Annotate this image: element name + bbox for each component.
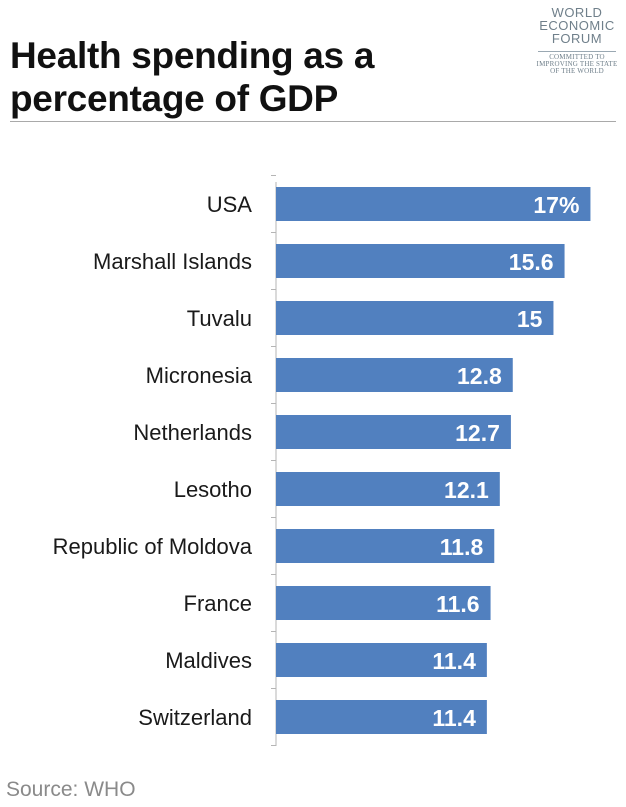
- bar: [276, 415, 511, 449]
- category-label: Micronesia: [146, 363, 253, 388]
- logo-line-economic: ECONOMIC: [539, 18, 615, 33]
- bar: [276, 529, 495, 563]
- header-divider: [10, 121, 616, 122]
- chart-title: Health spending as a percentage of GDP: [10, 35, 375, 119]
- category-label: Switzerland: [138, 705, 252, 730]
- bar: [276, 586, 491, 620]
- logo-rule: [538, 51, 616, 52]
- bar: [276, 301, 554, 335]
- logo-tagline-2: IMPROVING THE STATE: [536, 60, 618, 68]
- logo-tagline-3: OF THE WORLD: [550, 67, 604, 75]
- data-label: 11.4: [432, 648, 476, 674]
- bar: [276, 187, 591, 221]
- data-label: 11.4: [432, 705, 476, 731]
- category-label: Marshall Islands: [93, 249, 252, 274]
- data-label: 12.1: [444, 477, 489, 503]
- logo-line-forum: FORUM: [551, 31, 603, 46]
- data-label: 17%: [533, 192, 579, 218]
- data-label: 15: [517, 306, 543, 332]
- source-note: Source: WHO: [6, 778, 136, 801]
- category-label: Netherlands: [133, 420, 252, 445]
- data-label: 12.8: [457, 363, 502, 389]
- bar: [276, 700, 487, 734]
- bar: [276, 643, 487, 677]
- bar-chart: USA 17% Marshall Islands 15.6 Tuvalu 15 Micron…: [53, 175, 591, 746]
- bar: [276, 244, 565, 278]
- category-label: Maldives: [165, 648, 252, 673]
- data-label: 11.8: [440, 534, 484, 560]
- logo-line-world: WORLD: [551, 5, 603, 20]
- logo-tagline-1: COMMITTED TO: [549, 53, 605, 61]
- bar: [276, 358, 513, 392]
- category-label: Tuvalu: [187, 306, 252, 331]
- category-label: Republic of Moldova: [53, 534, 253, 559]
- category-label: France: [184, 591, 252, 616]
- data-label: 11.6: [436, 591, 480, 617]
- data-label: 12.7: [455, 420, 500, 446]
- category-label: Lesotho: [174, 477, 252, 502]
- wef-logo: WORLD ECONOMIC FORUM COMMITTED TO IMPROV…: [534, 6, 620, 75]
- data-label: 15.6: [509, 249, 554, 275]
- category-label: USA: [207, 192, 253, 217]
- bar: [276, 472, 500, 506]
